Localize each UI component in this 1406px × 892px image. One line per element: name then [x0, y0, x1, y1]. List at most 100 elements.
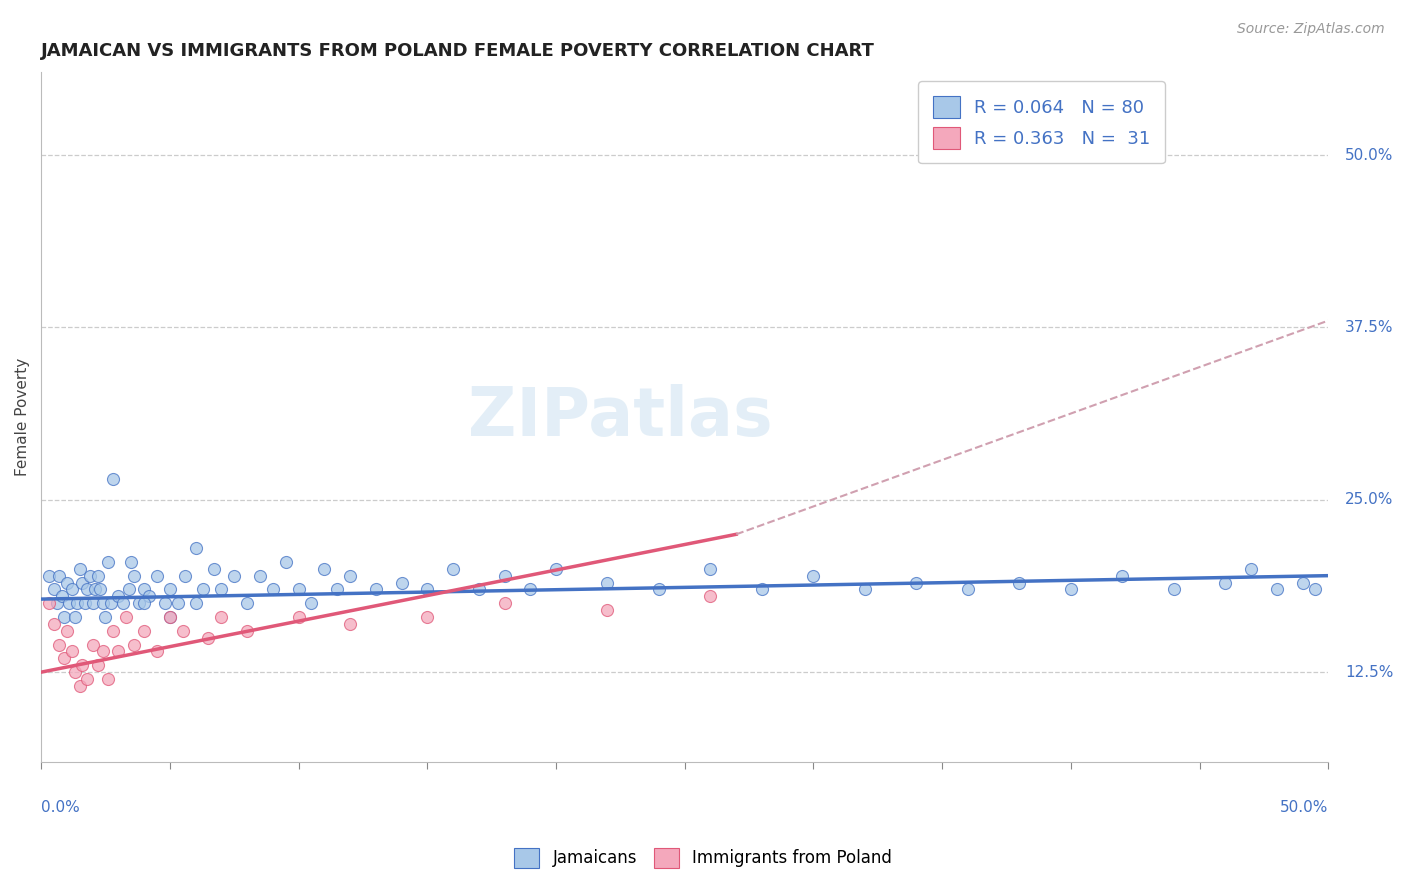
Point	[132, 624, 155, 638]
Point	[76, 672, 98, 686]
Point	[56, 624, 79, 638]
Point	[159, 610, 181, 624]
Point	[287, 582, 309, 597]
Point	[38, 568, 60, 582]
Text: 37.5%: 37.5%	[1346, 320, 1393, 335]
Point	[82, 596, 104, 610]
Point	[122, 638, 145, 652]
Point	[89, 582, 111, 597]
Legend: R = 0.064   N = 80, R = 0.363   N =  31: R = 0.064 N = 80, R = 0.363 N = 31	[918, 81, 1164, 163]
Point	[117, 582, 139, 597]
Point	[441, 562, 464, 576]
Point	[209, 610, 232, 624]
Point	[751, 582, 773, 597]
Point	[48, 638, 70, 652]
Point	[956, 582, 979, 597]
Point	[364, 582, 387, 597]
Point	[391, 575, 413, 590]
Point	[87, 568, 110, 582]
Point	[494, 596, 516, 610]
Point	[72, 658, 94, 673]
Point	[132, 596, 155, 610]
Point	[82, 638, 104, 652]
Point	[53, 651, 76, 665]
Point	[699, 562, 721, 576]
Point	[853, 582, 876, 597]
Point	[97, 672, 120, 686]
Point	[803, 568, 825, 582]
Point	[1163, 582, 1185, 597]
Point	[84, 582, 107, 597]
Y-axis label: Female Poverty: Female Poverty	[15, 358, 30, 476]
Point	[172, 624, 194, 638]
Point	[699, 590, 721, 604]
Point	[128, 596, 150, 610]
Point	[79, 568, 101, 582]
Point	[249, 568, 271, 582]
Point	[122, 568, 145, 582]
Point	[159, 610, 181, 624]
Point	[648, 582, 671, 597]
Point	[1215, 575, 1237, 590]
Legend: Jamaicans, Immigrants from Poland: Jamaicans, Immigrants from Poland	[508, 841, 898, 875]
Point	[112, 596, 135, 610]
Point	[97, 555, 120, 569]
Point	[416, 610, 439, 624]
Point	[48, 568, 70, 582]
Point	[120, 555, 142, 569]
Point	[58, 596, 80, 610]
Point	[56, 575, 79, 590]
Point	[236, 624, 259, 638]
Point	[596, 603, 619, 617]
Point	[138, 590, 160, 604]
Point	[1008, 575, 1031, 590]
Text: Source: ZipAtlas.com: Source: ZipAtlas.com	[1237, 22, 1385, 37]
Point	[236, 596, 259, 610]
Point	[416, 582, 439, 597]
Text: 50.0%: 50.0%	[1346, 148, 1393, 162]
Point	[76, 582, 98, 597]
Point	[91, 596, 114, 610]
Point	[60, 644, 83, 658]
Point	[1305, 582, 1327, 597]
Point	[274, 555, 297, 569]
Point	[38, 596, 60, 610]
Point	[326, 582, 349, 597]
Text: 25.0%: 25.0%	[1346, 492, 1393, 508]
Point	[69, 679, 91, 693]
Point	[174, 568, 197, 582]
Point	[72, 575, 94, 590]
Point	[1111, 568, 1133, 582]
Point	[53, 610, 76, 624]
Point	[63, 665, 86, 680]
Point	[184, 541, 207, 555]
Point	[1240, 562, 1263, 576]
Point	[153, 596, 176, 610]
Point	[45, 596, 67, 610]
Point	[103, 472, 125, 486]
Point	[314, 562, 336, 576]
Point	[494, 568, 516, 582]
Point	[103, 624, 125, 638]
Point	[299, 596, 322, 610]
Point	[146, 568, 169, 582]
Point	[42, 582, 65, 597]
Point	[1291, 575, 1313, 590]
Point	[1265, 582, 1288, 597]
Point	[100, 596, 122, 610]
Point	[224, 568, 246, 582]
Text: 0.0%: 0.0%	[41, 800, 80, 814]
Point	[209, 582, 232, 597]
Point	[468, 582, 491, 597]
Point	[146, 644, 169, 658]
Point	[132, 582, 155, 597]
Point	[87, 658, 110, 673]
Point	[42, 616, 65, 631]
Point	[73, 596, 96, 610]
Point	[544, 562, 567, 576]
Point	[94, 610, 117, 624]
Point	[193, 582, 215, 597]
Point	[262, 582, 284, 597]
Point	[184, 596, 207, 610]
Point	[107, 644, 129, 658]
